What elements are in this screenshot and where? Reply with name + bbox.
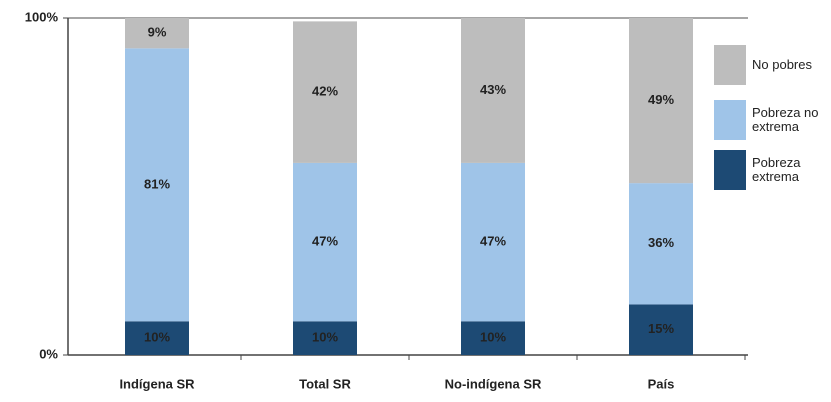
- value-label: 42%: [312, 84, 338, 99]
- bar-segment: [125, 48, 189, 322]
- legend-label: Pobreza extrema: [752, 155, 801, 184]
- value-label: 10%: [144, 330, 170, 345]
- value-label: 81%: [144, 176, 170, 191]
- legend-item: Pobreza extrema: [714, 150, 824, 190]
- value-label: 47%: [312, 234, 338, 249]
- y-tick-label: 100%: [25, 9, 59, 24]
- value-label: 9%: [148, 25, 167, 40]
- bar-segment: [461, 321, 525, 355]
- legend-item: Pobreza no extrema: [714, 100, 824, 140]
- value-label: 43%: [480, 82, 506, 97]
- value-label: 36%: [648, 235, 674, 250]
- bar-segment: [461, 162, 525, 322]
- value-label: 10%: [480, 330, 506, 345]
- value-label: 15%: [648, 321, 674, 336]
- legend-swatch: [714, 150, 746, 190]
- legend-label: Pobreza no extrema: [752, 105, 819, 134]
- bar-segment: [629, 18, 693, 184]
- legend-label: No pobres: [752, 57, 812, 72]
- value-label: 49%: [648, 92, 674, 107]
- x-tick-label: País: [648, 376, 675, 391]
- bar-segment: [629, 304, 693, 355]
- y-tick-label: 0%: [39, 346, 58, 361]
- legend-swatch: [714, 45, 746, 85]
- bar-segment: [461, 18, 525, 163]
- legend-swatch: [714, 100, 746, 140]
- bar-segment: [629, 183, 693, 305]
- value-label: 10%: [312, 330, 338, 345]
- x-tick-label: Indígena SR: [119, 376, 195, 391]
- bar-segment: [125, 321, 189, 355]
- bar-segment: [293, 321, 357, 355]
- bar-segment: [293, 21, 357, 163]
- x-tick-label: No-indígena SR: [445, 376, 542, 391]
- bar-segment: [125, 18, 189, 49]
- legend-item: No pobres: [714, 45, 824, 85]
- value-label: 47%: [480, 234, 506, 249]
- x-tick-label: Total SR: [299, 376, 351, 391]
- bar-segment: [293, 162, 357, 322]
